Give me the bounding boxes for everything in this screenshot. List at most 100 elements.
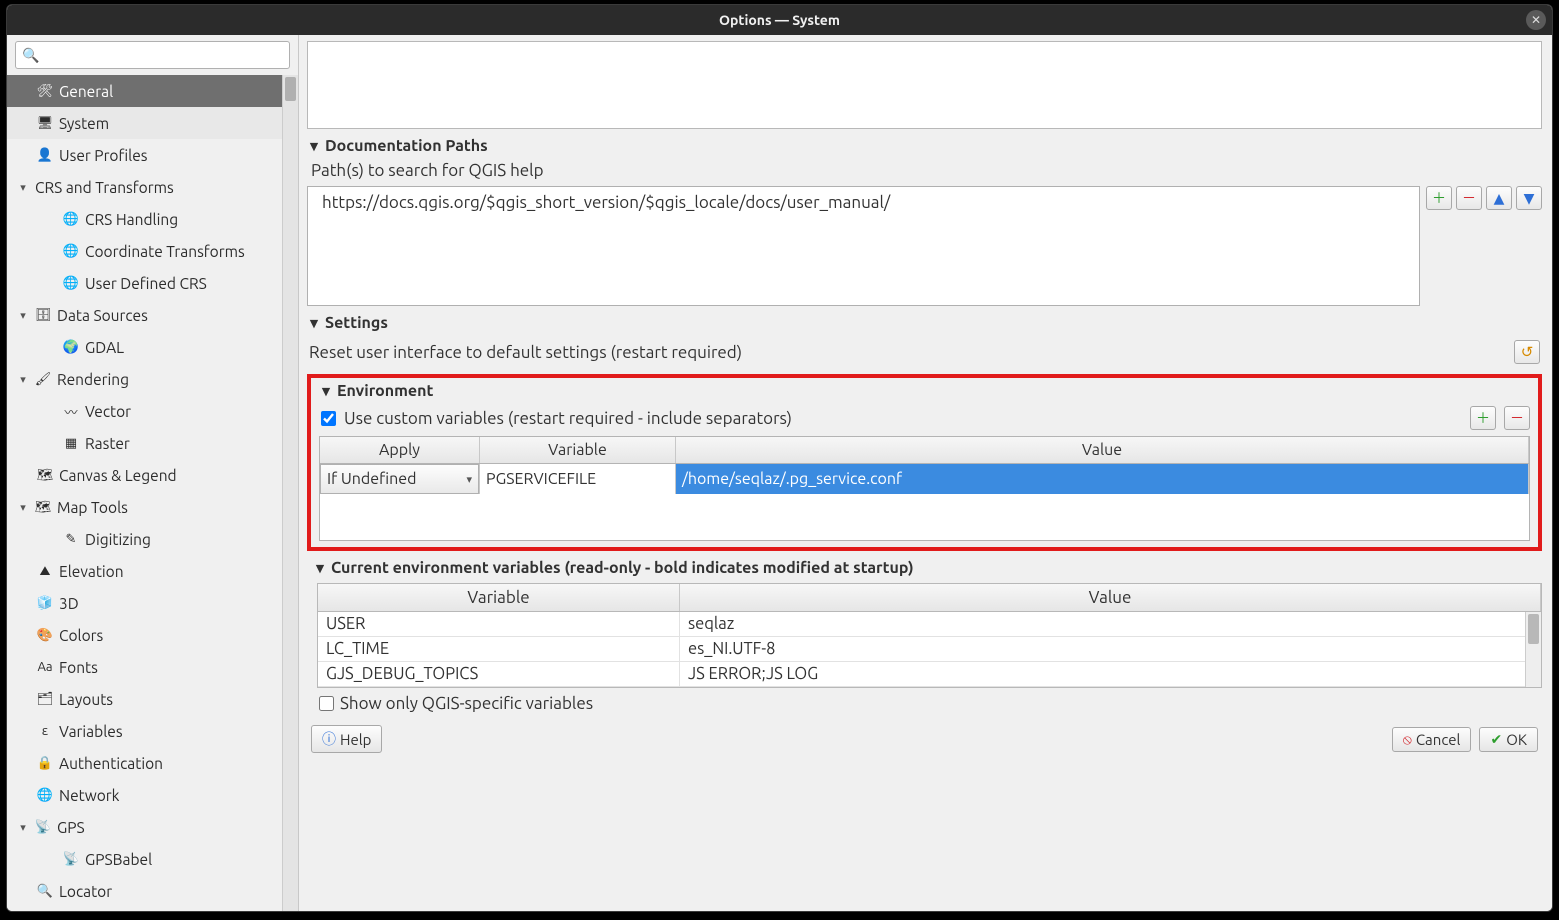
nav-icon: 🖌 [35,371,51,387]
main-panel: ▼Documentation Paths Path(s) to search f… [299,35,1552,911]
move-up-button[interactable]: ▲ [1486,186,1512,210]
nav-icon: 🗺 [37,467,53,483]
sidebar-item-3d[interactable]: 🧊 3D [7,587,298,619]
nav-icon: Aa [37,659,53,675]
custom-variables-table: Apply Variable Value If Undefined PGSERV… [319,436,1530,541]
sidebar-item-crs-handling[interactable]: 🌐CRS Handling [7,203,298,235]
sidebar-item-system[interactable]: 🖥System [7,107,298,139]
nav-icon: 🌐 [63,275,79,291]
nav-label: General [59,83,113,100]
section-title: Environment [337,382,433,400]
sidebar-item-map-tools[interactable]: ▾🗺Map Tools [7,491,298,523]
section-title: Documentation Paths [325,137,488,155]
sidebar-item-canvas-legend[interactable]: 🗺 Canvas & Legend [7,459,298,491]
sidebar-item-fonts[interactable]: Aa Fonts [7,651,298,683]
nav-label: 3D [59,595,79,612]
sidebar-item-crs-and-transforms[interactable]: ▾CRS and Transforms [7,171,298,203]
env-var-value: es_NI.UTF-8 [680,637,1541,661]
column-header-variable[interactable]: Variable [480,437,676,463]
value-cell[interactable]: /home/seqlaz/.pg_service.conf [676,464,1529,494]
doc-path-entry[interactable]: https://docs.qgis.org/$qgis_short_versio… [322,193,890,212]
use-custom-variables-checkbox[interactable] [321,411,336,426]
sidebar-item-authentication[interactable]: 🔒Authentication [7,747,298,779]
column-header-value[interactable]: Value [676,437,1529,463]
collapse-icon[interactable]: ▼ [307,140,321,153]
reset-ui-label: Reset user interface to default settings… [309,343,742,362]
table-row[interactable]: LC_TIMEes_NI.UTF-8 [318,637,1541,662]
sidebar-item-vector[interactable]: 〰Vector [7,395,298,427]
sidebar-item-gpsbabel[interactable]: 📡GPSBabel [7,843,298,875]
ok-button[interactable]: ✔OK [1479,727,1538,752]
table-scrollbar[interactable] [1525,612,1541,687]
variable-cell[interactable]: PGSERVICEFILE [480,464,676,494]
collapse-icon[interactable]: ▼ [313,562,327,575]
nav-icon: 🧊 [37,595,53,611]
nav-label: Canvas & Legend [59,467,177,484]
options-dialog: Options — System ✕ 🔍 🛠General🖥System👤Use… [6,4,1553,912]
add-path-button[interactable]: ＋ [1426,186,1452,210]
sidebar-item-raster[interactable]: ▦Raster [7,427,298,459]
sidebar-item-colors[interactable]: 🎨 Colors [7,619,298,651]
sidebar-item-elevation[interactable]: ⛰Elevation [7,555,298,587]
column-header-variable[interactable]: Variable [318,584,680,611]
nav-label: Digitizing [85,531,151,548]
current-env-table[interactable]: USERseqlazLC_TIMEes_NI.UTF-8GJS_DEBUG_TO… [318,612,1541,687]
env-var-name: USER [318,612,680,636]
nav-tree[interactable]: 🛠General🖥System👤User Profiles▾CRS and Tr… [7,75,298,911]
collapse-icon[interactable]: ▼ [307,317,321,330]
sidebar-item-data-sources[interactable]: ▾ 🗄 Data Sources [7,299,298,331]
nav-icon: ✎ [63,531,79,547]
cancel-button[interactable]: ⦸Cancel [1392,727,1472,752]
sidebar-item-gps[interactable]: ▾📡GPS [7,811,298,843]
titlebar[interactable]: Options — System ✕ [7,5,1552,35]
nav-label: Data Sources [57,307,148,324]
nav-icon: 🗄 [35,307,51,323]
env-var-value: JS ERROR;JS LOG [680,662,1541,686]
nav-label: Variables [59,723,123,740]
expand-icon: ▾ [17,309,29,322]
table-row[interactable]: GJS_DEBUG_TOPICSJS ERROR;JS LOG [318,662,1541,687]
nav-label: Colors [59,627,103,644]
column-header-value[interactable]: Value [680,584,1541,611]
table-row[interactable]: USERseqlaz [318,612,1541,637]
nav-label: System [59,115,109,132]
nav-icon: ε [37,723,53,739]
column-header-apply[interactable]: Apply [320,437,480,463]
sidebar-item-user-profiles[interactable]: 👤User Profiles [7,139,298,171]
current-env-section: ▼Current environment variables (read-onl… [307,555,1542,715]
collapse-icon[interactable]: ▼ [319,385,333,398]
search-input[interactable]: 🔍 [15,41,290,69]
sidebar-item-user-defined-crs[interactable]: 🌐User Defined CRS [7,267,298,299]
sidebar-item-locator[interactable]: 🔍Locator [7,875,298,907]
environment-section: ▼Environment Use custom variables (resta… [307,374,1542,551]
expand-icon: ▾ [17,373,29,386]
show-only-qgis-checkbox[interactable] [319,696,334,711]
expand-icon: ▾ [17,501,29,514]
sidebar-item-rendering[interactable]: ▾🖌Rendering [7,363,298,395]
sidebar-item-coordinate-transforms[interactable]: 🌐Coordinate Transforms [7,235,298,267]
sidebar-scrollbar[interactable] [282,75,298,911]
nav-label: Network [59,787,120,804]
reset-ui-button[interactable]: ↺ [1514,340,1540,364]
move-down-button[interactable]: ▼ [1516,186,1542,210]
apply-dropdown[interactable]: If Undefined [320,464,479,494]
remove-variable-button[interactable]: － [1504,406,1530,430]
sidebar-item-layouts[interactable]: 🗂Layouts [7,683,298,715]
nav-icon: 🎨 [37,627,53,643]
sidebar-item-gdal[interactable]: 🌍GDAL [7,331,298,363]
help-button[interactable]: ⓘHelp [311,725,382,753]
env-var-name: LC_TIME [318,637,680,661]
close-icon[interactable]: ✕ [1526,10,1546,30]
sidebar-item-general[interactable]: 🛠General [7,75,298,107]
doc-paths-list[interactable]: https://docs.qgis.org/$qgis_short_versio… [307,186,1420,306]
sidebar-item-digitizing[interactable]: ✎ Digitizing [7,523,298,555]
table-row[interactable]: If Undefined PGSERVICEFILE /home/seqlaz/… [320,464,1529,494]
nav-icon: ▦ [63,435,79,451]
sidebar-item-variables[interactable]: ε Variables [7,715,298,747]
nav-icon: 🌍 [63,339,79,355]
remove-path-button[interactable]: － [1456,186,1482,210]
sidebar-item-network[interactable]: 🌐Network [7,779,298,811]
add-variable-button[interactable]: ＋ [1470,406,1496,430]
nav-icon: 📡 [35,819,51,835]
nav-label: Fonts [59,659,98,676]
